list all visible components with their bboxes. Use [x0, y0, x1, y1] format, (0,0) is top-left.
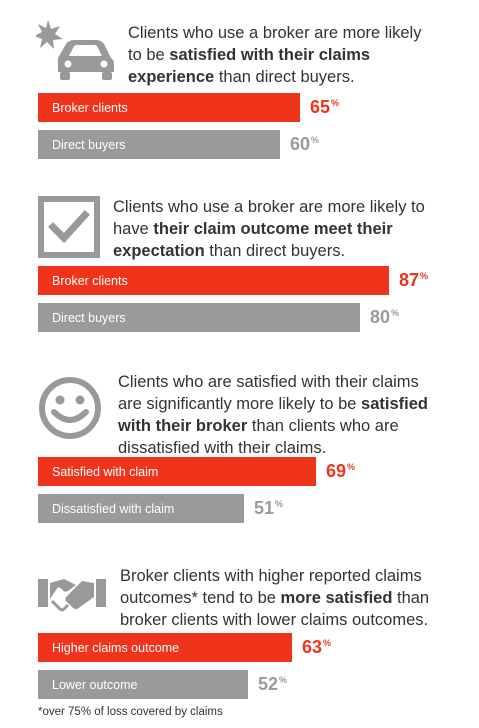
smiley-icon	[39, 377, 101, 439]
bar-label: Satisfied with claim	[52, 464, 159, 479]
data-label: 69%	[326, 457, 355, 486]
percent-unit: %	[275, 499, 284, 509]
footnote: *over 75% of loss covered by claims	[38, 706, 223, 718]
data-value: 52	[258, 674, 279, 694]
section-heading: Clients who use a broker are more likely…	[128, 22, 428, 88]
heading-text: than clients who are dissatisfied with t…	[118, 417, 399, 457]
data-value: 60	[290, 134, 311, 154]
data-value: 69	[326, 461, 347, 481]
data-label: 87%	[399, 266, 428, 295]
heading-text: Clients who are satisfied with their cla…	[118, 373, 419, 413]
percent-unit: %	[391, 308, 400, 318]
percent-unit: %	[311, 135, 320, 145]
heading-emphasis: satisfied with their claims experience	[128, 46, 371, 86]
data-value: 65	[310, 97, 331, 117]
data-value: 63	[302, 637, 323, 657]
heading-text: Clients who use a broker are more likely…	[113, 198, 425, 238]
section-heading: Broker clients with higher reported clai…	[120, 565, 440, 631]
bar: Direct buyers	[38, 130, 280, 159]
bar: Dissatisfied with claim	[38, 494, 244, 523]
data-label: 52%	[258, 670, 287, 699]
bar-label: Broker clients	[52, 100, 128, 115]
heading-emphasis: more satisfied	[280, 589, 393, 607]
data-label: 63%	[302, 633, 331, 662]
checkbox-icon	[38, 196, 100, 258]
car-crash-icon	[36, 20, 114, 80]
bar: Broker clients	[38, 266, 389, 295]
bar-label: Direct buyers	[52, 137, 126, 152]
percent-unit: %	[331, 98, 340, 108]
heading-text: Clients who use a broker are more likely…	[128, 24, 422, 64]
bar-label: Higher claims outcome	[52, 640, 180, 655]
heading-text: than direct buyers.	[214, 68, 355, 86]
heading-text: Broker clients with higher reported clai…	[120, 567, 422, 607]
percent-unit: %	[323, 638, 332, 648]
bar: Direct buyers	[38, 303, 360, 332]
data-label: 65%	[310, 93, 339, 122]
data-label: 51%	[254, 494, 283, 523]
heading-text: than direct buyers.	[204, 242, 346, 260]
bar-label: Lower outcome	[52, 677, 138, 692]
handshake-icon	[38, 579, 106, 612]
data-value: 51	[254, 498, 275, 518]
percent-unit: %	[347, 462, 356, 472]
heading-emphasis: their claim outcome meet their expectati…	[113, 220, 393, 260]
data-value: 87	[399, 270, 420, 290]
bar-label: Dissatisfied with claim	[52, 501, 175, 516]
bar-label: Broker clients	[52, 273, 128, 288]
heading-text: than broker clients with lower claims ou…	[120, 589, 430, 629]
section-heading: Clients who use a broker are more likely…	[113, 196, 433, 262]
bar: Broker clients	[38, 93, 300, 122]
bar: Lower outcome	[38, 670, 248, 699]
heading-emphasis: satisfied with their broker	[118, 395, 428, 435]
data-value: 80	[370, 307, 391, 327]
section-heading: Clients who are satisfied with their cla…	[118, 371, 438, 459]
data-label: 80%	[370, 303, 399, 332]
bar: Higher claims outcome	[38, 633, 292, 662]
bar: Satisfied with claim	[38, 457, 316, 486]
data-label: 60%	[290, 130, 319, 159]
bar-label: Direct buyers	[52, 310, 126, 325]
percent-unit: %	[420, 271, 429, 281]
percent-unit: %	[279, 675, 288, 685]
